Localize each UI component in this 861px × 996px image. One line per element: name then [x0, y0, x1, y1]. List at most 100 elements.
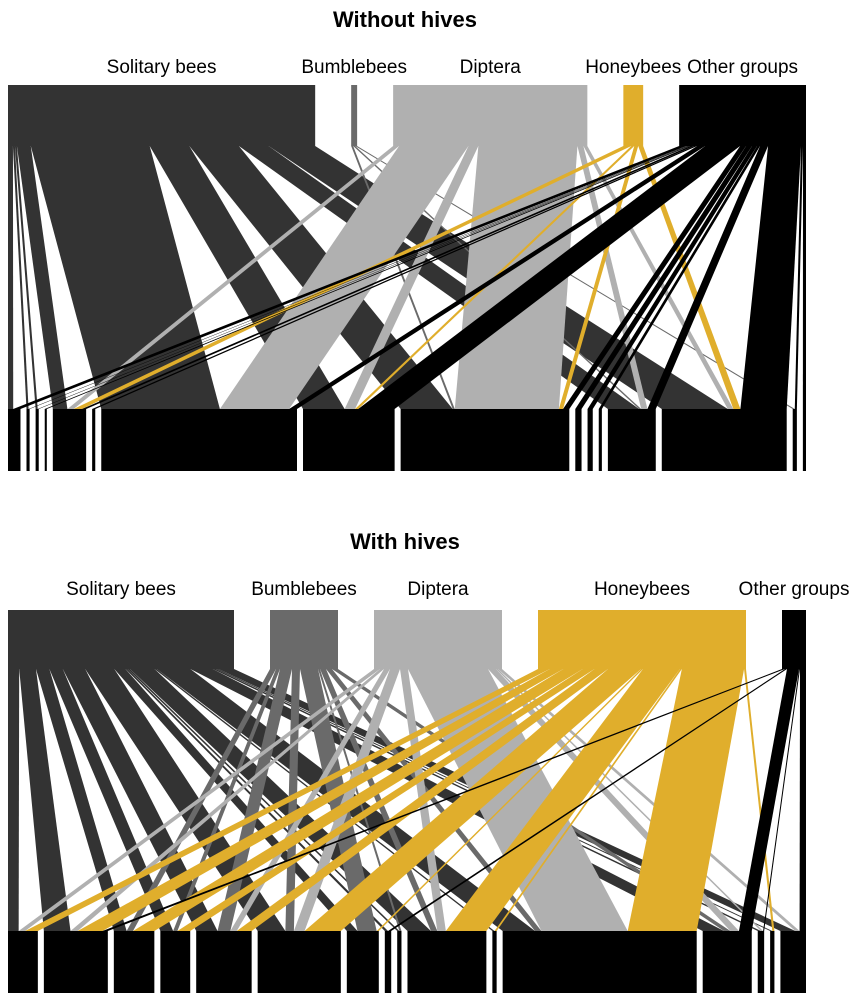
link-honeybees-plant-10 — [445, 669, 680, 931]
link-honeybees-plant-7 — [376, 669, 643, 931]
panel-with-hives: With hives Solitary bees Bumblebees Dipter… — [8, 529, 849, 993]
link-bumblebees-plant-5 — [217, 669, 292, 931]
panel-without-hives: Without hives Solitary bees Bumblebees Dip… — [8, 7, 806, 471]
link-other-groups-plant-14 — [740, 146, 802, 409]
link-diptera-plant-5 — [230, 669, 390, 931]
interaction-links — [8, 146, 806, 409]
group-bar-solitary-bees — [8, 85, 316, 146]
link-bumblebees-plant-15 — [355, 146, 795, 409]
plant-bar-15 — [770, 931, 775, 993]
plant-bar-7 — [346, 931, 379, 993]
group-bar-other-groups — [679, 85, 806, 146]
plant-bar-8 — [303, 409, 395, 471]
link-diptera-plant-8 — [344, 146, 479, 409]
link-other-groups-plant-11 — [587, 146, 758, 409]
plant-bar-2 — [26, 409, 30, 471]
group-label-other-groups: Other groups — [687, 57, 798, 78]
link-honeybees-plant-14 — [638, 146, 741, 409]
group-label-solitary-bees: Solitary bees — [66, 579, 176, 600]
link-other-groups-plant-14 — [763, 669, 800, 931]
group-label-bumblebees: Bumblebees — [301, 57, 407, 78]
link-other-groups-plant-9 — [563, 146, 747, 409]
link-solitary-bees-plant-2 — [19, 669, 71, 931]
plant-bar-11 — [587, 409, 593, 471]
plant-bar-14 — [757, 931, 765, 993]
plant-bar-1 — [8, 931, 38, 993]
link-diptera-plant-16 — [498, 669, 800, 931]
link-other-groups-plant-16 — [799, 669, 806, 931]
link-other-groups-plant-3 — [37, 146, 689, 409]
panel-title: Without hives — [333, 7, 477, 32]
plant-bar-3 — [35, 409, 39, 471]
plant-bar-9 — [397, 931, 402, 993]
link-honeybees-plant-1 — [25, 669, 550, 931]
group-labels: Solitary bees Bumblebees Diptera Honeybees O… — [107, 57, 798, 78]
plant-bar-4 — [44, 409, 47, 471]
group-label-honeybees: Honeybees — [594, 579, 690, 600]
link-diptera-plant-1 — [18, 669, 380, 931]
plant-bar-16 — [780, 931, 806, 993]
group-label-solitary-bees: Solitary bees — [107, 57, 217, 78]
link-other-groups-plant-1 — [13, 146, 687, 409]
panel-title: With hives — [350, 529, 460, 554]
link-other-groups-plant-5 — [81, 146, 695, 409]
interaction-links — [8, 669, 806, 931]
link-honeybees-plant-12 — [627, 669, 745, 931]
plant-bar-6 — [257, 931, 341, 993]
link-other-groups-plant-13 — [738, 669, 799, 931]
plant-bar-2 — [43, 931, 108, 993]
link-other-groups-plant-4 — [44, 146, 691, 409]
link-solitary-bees-plant-5 — [16, 146, 68, 409]
plant-bar-14 — [661, 409, 787, 471]
plant-bar-13 — [702, 931, 752, 993]
plant-bar-16 — [802, 409, 806, 471]
link-other-groups-plant-6 — [92, 146, 698, 409]
link-other-groups-plant-2 — [28, 146, 688, 409]
group-labels: Solitary bees Bumblebees Diptera Honeybees O… — [66, 579, 849, 600]
link-other-groups-plant-10 — [575, 146, 753, 409]
link-solitary-bees-plant-2 — [12, 146, 29, 409]
link-other-groups-plant-12 — [598, 146, 761, 409]
group-bar-diptera — [374, 610, 502, 669]
link-solitary-bees-plant-3 — [35, 669, 127, 931]
group-label-other-groups: Other groups — [739, 579, 850, 600]
link-honeybees-plant-9 — [558, 146, 639, 409]
plant-bar-3 — [113, 931, 155, 993]
plant-bar-9 — [400, 409, 570, 471]
link-honeybees-plant-2 — [77, 669, 564, 931]
group-label-diptera: Diptera — [460, 57, 522, 78]
plant-bar-12 — [598, 409, 602, 471]
group-bar-honeybees — [538, 610, 746, 669]
plant-bar-12 — [502, 931, 697, 993]
link-solitary-bees-plant-3 — [14, 146, 38, 409]
group-bar-bumblebees — [351, 85, 358, 146]
plant-bar-8 — [384, 931, 392, 993]
link-other-groups-plant-7 — [289, 146, 706, 409]
plant-species-bars — [8, 409, 806, 471]
link-solitary-bees-plant-5 — [62, 669, 218, 931]
plant-bar-11 — [492, 931, 497, 993]
link-honeybees-plant-4 — [177, 669, 595, 931]
link-solitary-bees-plant-4 — [49, 669, 174, 931]
link-solitary-bees-plant-7 — [114, 669, 358, 931]
link-honeybees-plant-3 — [133, 669, 583, 931]
link-solitary-bees-plant-7 — [30, 146, 220, 409]
link-diptera-plant-2 — [70, 669, 384, 931]
link-other-groups-plant-8 — [358, 146, 741, 409]
link-bumblebees-plant-7 — [300, 669, 377, 931]
group-bar-bumblebees — [270, 610, 338, 669]
group-label-honeybees: Honeybees — [585, 57, 681, 78]
link-honeybees-plant-6 — [304, 669, 642, 931]
link-other-groups-plant-2 — [102, 669, 785, 931]
pollinator-group-bars — [8, 610, 806, 669]
link-honeybees-plant-5 — [236, 669, 608, 931]
plant-bar-5 — [52, 409, 87, 471]
link-diptera-plant-7 — [219, 146, 469, 409]
plant-bar-5 — [196, 931, 252, 993]
pollinator-group-bars — [8, 85, 806, 146]
plant-bar-15 — [792, 409, 797, 471]
plant-bar-10 — [575, 409, 582, 471]
link-diptera-plant-6 — [293, 669, 400, 931]
plant-bar-1 — [8, 409, 21, 471]
